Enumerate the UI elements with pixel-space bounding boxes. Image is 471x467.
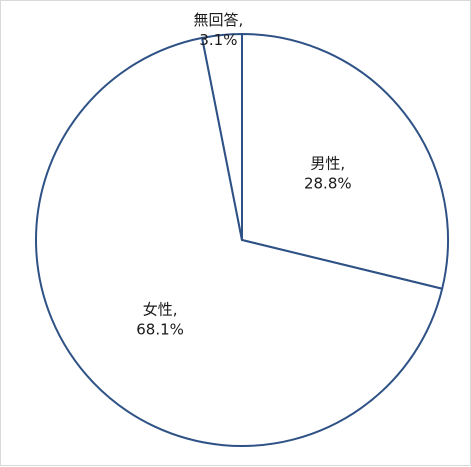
slice-category-text: 男性, [310, 155, 345, 173]
slice-female [35, 36, 444, 448]
slice-percent-text: 68.1% [136, 320, 184, 338]
slice-percent-text: 28.8% [304, 175, 352, 193]
slice-category-text: 女性, [143, 300, 178, 318]
slice-percent-text: 3.1% [199, 31, 237, 49]
slice-no-answer [201, 33, 243, 241]
slice-no-answer-label: 無回答, 3.1% [194, 11, 244, 49]
slice-female-label: 女性, 68.1% [136, 300, 184, 338]
slice-category-text: 無回答, [194, 11, 244, 29]
slice-male-label: 男性, 28.8% [304, 155, 352, 193]
slice-male [241, 33, 449, 290]
